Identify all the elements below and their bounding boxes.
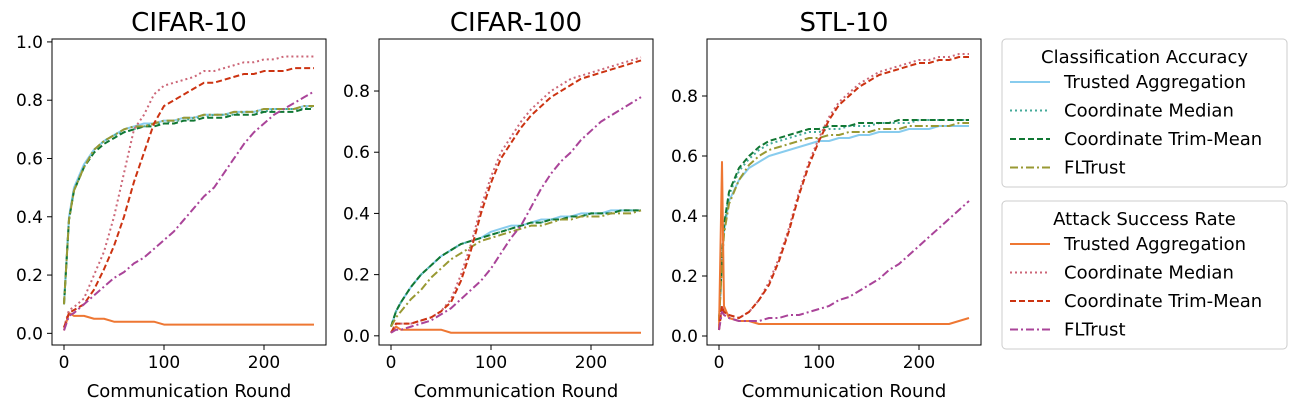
legend-attack-success-rate: Attack Success Rate Trusted Aggregation Co… <box>1001 200 1288 350</box>
chart-stl-10: STL-10 0.0 0.2 0.4 0.6 0.8 0 100 200 Communicatio… <box>671 8 982 402</box>
legend-title: Classification Accuracy <box>1041 47 1248 68</box>
y-tick-label: 0.6 <box>343 143 370 163</box>
y-tick-label: 0.8 <box>671 87 698 107</box>
legend-entry-label: Trusted Aggregation <box>1063 234 1246 255</box>
legend-box <box>1001 38 1288 188</box>
x-axis-label: Communication Round <box>87 381 292 402</box>
series-line-acc-coordinate-median <box>390 209 641 327</box>
y-tick-label: 0.4 <box>343 204 370 224</box>
legend-entry-label: Coordinate Trim-Mean <box>1064 129 1262 150</box>
chart-cifar-100: CIFAR-100 0.0 0.2 0.4 0.6 0.8 0 100 200 Communica… <box>343 8 654 402</box>
y-tick-label: 0.6 <box>671 147 698 167</box>
series-line-asr-coordinate-trim-mean <box>390 59 642 334</box>
series-line-asr-trusted-aggregation <box>63 311 314 331</box>
series-line-asr-coordinate-median <box>390 56 642 334</box>
x-tick-label: 200 <box>248 353 280 373</box>
legend-classification-accuracy: Classification Accuracy Trusted Aggregati… <box>1001 38 1288 188</box>
legend-entry-label: Coordinate Median <box>1064 263 1234 284</box>
plot-frame <box>51 38 327 346</box>
series-line-asr-fltrust <box>390 96 642 334</box>
series-line-acc-fltrust <box>63 105 314 305</box>
series-line-acc-coordinate-trim-mean <box>390 209 641 327</box>
y-tick-label: 0.0 <box>343 327 370 347</box>
legend-title: Attack Success Rate <box>1053 209 1236 230</box>
chart-title: CIFAR-100 <box>450 8 582 38</box>
series-line-asr-trusted-aggregation <box>718 161 970 331</box>
x-tick-label: 0 <box>714 353 725 373</box>
legend-box <box>1001 200 1288 350</box>
chart-cifar-10: CIFAR-10 0.0 0.2 0.4 0.6 0.8 1.0 0 100 200 Communi… <box>16 8 327 402</box>
x-axis-label: Communication Round <box>414 381 619 402</box>
x-tick-label: 100 <box>148 353 180 373</box>
series-line-acc-trusted-aggregation <box>718 125 969 322</box>
plot-frame <box>378 38 654 346</box>
series-line-acc-coordinate-trim-mean <box>718 119 969 322</box>
series-line-asr-coordinate-trim-mean <box>718 56 969 331</box>
series-line-acc-fltrust <box>718 122 969 322</box>
series-line-asr-fltrust <box>718 200 970 331</box>
chart-title: STL-10 <box>800 8 889 38</box>
series-line-asr-coordinate-median <box>63 55 314 328</box>
legend-entry-label: Coordinate Median <box>1064 101 1234 122</box>
y-tick-label: 0.8 <box>16 91 43 111</box>
series-line-asr-coordinate-median <box>718 53 969 331</box>
legend-entry-label: Coordinate Trim-Mean <box>1064 291 1262 312</box>
x-tick-label: 100 <box>475 353 507 373</box>
y-tick-label: 0.2 <box>16 266 43 286</box>
y-tick-label: 0.6 <box>16 149 43 169</box>
x-tick-label: 200 <box>903 353 935 373</box>
series-line-acc-fltrust <box>390 209 642 328</box>
series-line-acc-coordinate-trim-mean <box>63 107 314 305</box>
series-line-asr-trusted-aggregation <box>390 325 641 334</box>
y-tick-label: 0.0 <box>671 327 698 347</box>
x-tick-label: 0 <box>386 353 397 373</box>
y-tick-label: 0.2 <box>671 267 698 287</box>
y-tick-label: 0.2 <box>343 266 370 286</box>
legend-entry-label: FLTrust <box>1064 320 1126 341</box>
y-tick-label: 0.8 <box>343 82 370 102</box>
x-tick-label: 0 <box>59 353 70 373</box>
chart-title: CIFAR-10 <box>131 8 247 38</box>
x-axis-label: Communication Round <box>742 381 947 402</box>
series-line-asr-fltrust <box>63 90 315 331</box>
legend-entry-label: FLTrust <box>1064 158 1126 179</box>
plot-frame <box>706 38 982 346</box>
y-tick-label: 0.4 <box>16 208 43 228</box>
x-tick-label: 100 <box>803 353 835 373</box>
legend-entry-label: Trusted Aggregation <box>1063 72 1246 93</box>
x-tick-label: 200 <box>575 353 607 373</box>
y-tick-label: 0.4 <box>671 207 698 227</box>
y-tick-label: 0.0 <box>16 324 43 344</box>
y-tick-label: 1.0 <box>16 33 43 53</box>
series-line-asr-coordinate-trim-mean <box>63 67 314 328</box>
